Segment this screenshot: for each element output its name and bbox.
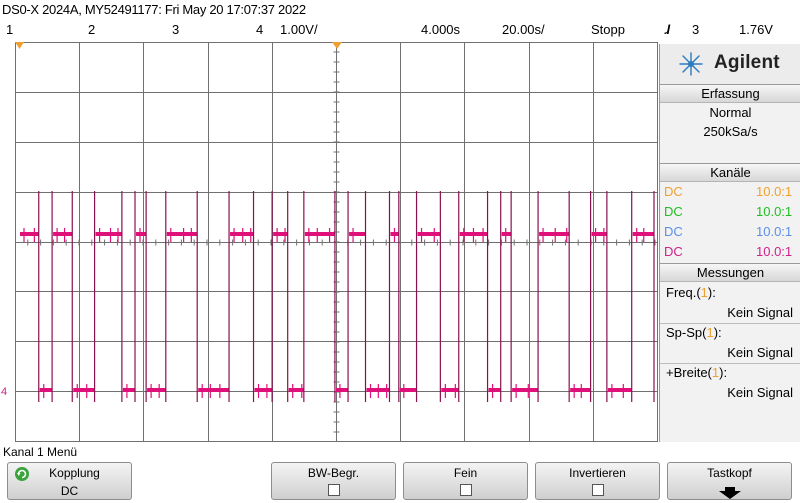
bw-limit-label: BW-Begr.: [307, 466, 360, 480]
trace-segment: [20, 232, 39, 236]
measurement-freq-suffix: ):: [707, 285, 716, 300]
trace-segment: [166, 232, 198, 236]
fine-checkbox[interactable]: [459, 484, 472, 496]
bw-limit-softkey[interactable]: BW-Begr.: [271, 462, 396, 500]
time-scale: 20.00s/: [502, 22, 545, 37]
channel-4-ground-marker: 4: [1, 386, 7, 398]
trace-segment: [254, 388, 273, 392]
time-reference-marker: [332, 42, 342, 49]
time-reference: 4.000s: [421, 22, 461, 37]
trace-segment: [273, 232, 288, 236]
trace-segment: [304, 232, 335, 236]
channel-4-marker-label: 4: [1, 386, 8, 398]
channel-2-label[interactable]: 2: [88, 22, 96, 37]
submenu-arrow-down-icon: [719, 487, 741, 499]
measurement-pkpk-name: Sp-Sp(: [666, 325, 707, 340]
run-state: Stopp: [591, 22, 625, 37]
trace-segment: [488, 388, 501, 392]
measurement-width-label[interactable]: +Breite(1):: [666, 365, 727, 380]
trace-segment: [539, 232, 570, 236]
measurement-width-channel: 1: [711, 365, 720, 380]
side-panel: Agilent Erfassung Normal 250kSa/s Kanäle…: [659, 44, 800, 442]
channel-2-coupling: DC: [664, 204, 683, 219]
trigger-level: 1.76V: [739, 22, 773, 37]
trace-segment: [230, 232, 254, 236]
measurement-divider: [660, 363, 800, 364]
invert-label: Invertieren: [569, 466, 626, 480]
trigger-position-marker: [15, 42, 24, 49]
coupling-value: DC: [60, 484, 79, 498]
channel-3-label[interactable]: 3: [172, 22, 180, 37]
trace-segment: [53, 232, 73, 236]
brand-name: Agilent: [714, 52, 780, 73]
menu-title: Kanal 1 Menü: [3, 445, 78, 459]
trace-segment: [501, 232, 512, 236]
probe-softkey[interactable]: Tastkopf: [667, 462, 792, 500]
measurements-header[interactable]: Messungen: [660, 263, 800, 282]
trigger-edge-icon: ɺ: [665, 22, 671, 37]
trace-segment: [288, 388, 304, 392]
fine-softkey[interactable]: Fein: [403, 462, 528, 500]
trace-segment: [335, 388, 349, 392]
trace-segment: [399, 388, 417, 392]
measurement-pkpk-suffix: ):: [713, 325, 722, 340]
channel-4-scale: 1.00V/: [280, 22, 318, 37]
channel-2-probe: 10.0:1: [756, 204, 793, 219]
channel-3-probe: 10.0:1: [756, 224, 793, 239]
acquisition-header[interactable]: Erfassung: [660, 84, 800, 103]
measurement-freq-channel: 1: [700, 285, 708, 300]
trace-segment: [607, 388, 632, 392]
channel-4-label[interactable]: 4: [256, 22, 264, 37]
invert-softkey[interactable]: Invertieren: [535, 462, 660, 500]
channel-1-label[interactable]: 1: [6, 22, 14, 37]
trace-segment: [73, 388, 95, 392]
trace-segment: [441, 388, 459, 392]
measurement-pkpk-label[interactable]: Sp-Sp(1):: [666, 325, 722, 340]
trace-segment: [198, 388, 230, 392]
measurement-freq-label[interactable]: Freq.(1):: [666, 285, 716, 300]
channel-1-coupling: DC: [664, 184, 683, 199]
invert-checkbox[interactable]: [591, 484, 604, 496]
softkey-menu-bar: [0, 443, 800, 503]
measurement-pkpk-value: Kein Signal: [727, 345, 793, 360]
window-title: DS0-X 2024A, MY52491177: Fri May 20 17:0…: [2, 2, 306, 17]
trigger-source: 3: [692, 22, 700, 37]
trace-segment: [417, 232, 441, 236]
channel-4-coupling: DC: [664, 244, 683, 259]
trace-segment: [512, 388, 539, 392]
measurement-pkpk-channel: 1: [706, 325, 714, 340]
measurement-freq-name: Freq.(: [666, 285, 701, 300]
channels-header[interactable]: Kanäle: [660, 163, 800, 182]
probe-label: Tastkopf: [707, 466, 752, 480]
measurement-width-suffix: ):: [719, 365, 728, 380]
trace-segment: [122, 388, 136, 392]
trace-segment: [136, 232, 147, 236]
trace-segment: [349, 232, 366, 236]
measurement-freq-value: Kein Signal: [727, 305, 793, 320]
measurement-divider: [660, 323, 800, 324]
bw-limit-checkbox[interactable]: [327, 484, 340, 496]
fine-label: Fein: [453, 466, 478, 480]
channel-4-probe: 10.0:1: [756, 244, 793, 259]
sample-rate: 250kSa/s: [703, 124, 758, 139]
acquisition-mode: Normal: [709, 105, 752, 120]
measurement-width-value: Kein Signal: [727, 385, 793, 400]
measurement-width-name: +Breite(: [666, 365, 712, 380]
channel-3-coupling: DC: [664, 224, 683, 239]
rotate-knob-icon: [15, 467, 29, 481]
channel-4-trace: [20, 191, 655, 402]
brand-logo: Agilent: [660, 44, 800, 85]
coupling-label: Kopplung: [49, 466, 100, 480]
waveform-display[interactable]: [15, 42, 658, 442]
agilent-spark-icon: [679, 52, 703, 76]
trace-segment: [147, 388, 166, 392]
trace-segment: [95, 232, 122, 236]
coupling-softkey[interactable]: Kopplung DC: [7, 462, 132, 500]
channel-1-probe: 10.0:1: [756, 184, 793, 199]
graticule-grid: [15, 42, 658, 442]
trace-segment: [591, 232, 607, 236]
trace-segment: [570, 388, 591, 392]
trace-segment: [39, 388, 53, 392]
